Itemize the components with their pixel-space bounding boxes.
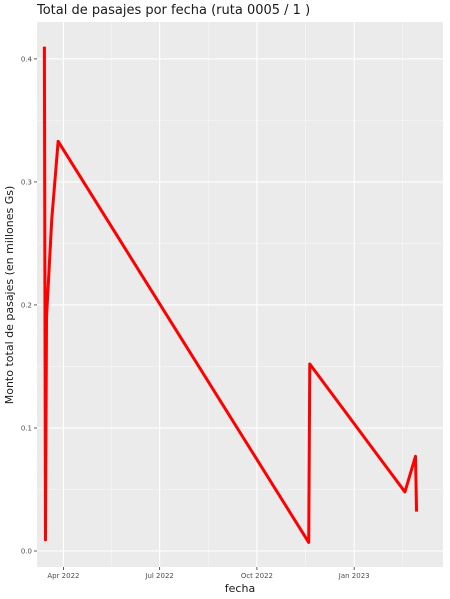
x-tick-label: Oct 2022: [241, 572, 273, 580]
x-axis: Apr 2022 Jul 2022 Oct 2022 Jan 2023: [47, 567, 370, 580]
x-axis-title: fecha: [225, 582, 255, 595]
major-gridlines: [37, 22, 443, 567]
x-tick-label: Jul 2022: [144, 572, 174, 580]
plot-panel: [37, 22, 443, 567]
y-tick-label: 0.4: [21, 55, 33, 63]
x-tick-label: Jan 2023: [338, 572, 370, 580]
x-tick-label: Apr 2022: [47, 572, 79, 580]
series-layer: [42, 46, 419, 544]
y-axis: 0.0 0.1 0.2 0.3 0.4: [21, 55, 37, 556]
chart-title: Total de pasajes por fecha (ruta 0005 / …: [36, 3, 310, 18]
y-tick-label: 0.3: [21, 178, 32, 186]
minor-gridlines: [37, 22, 443, 567]
series-line: [42, 46, 419, 544]
y-tick-label: 0.2: [21, 301, 32, 309]
y-axis-title: Monto total de pasajes (en millones Gs): [3, 186, 16, 405]
y-tick-label: 0.1: [21, 424, 32, 432]
y-tick-label: 0.0: [21, 548, 32, 556]
